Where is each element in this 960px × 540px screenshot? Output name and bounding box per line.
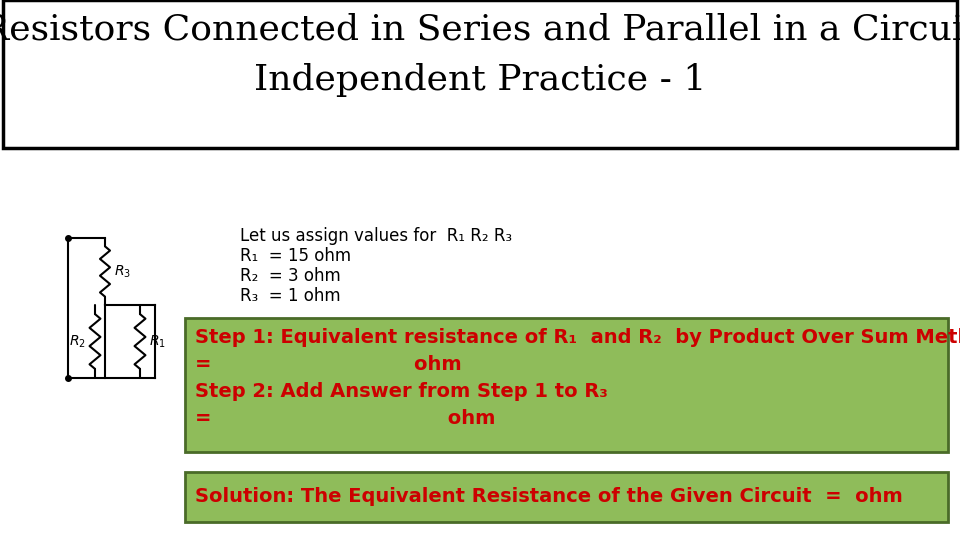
Text: R₁  = 15 ohm: R₁ = 15 ohm [240,247,351,265]
Text: R₂  = 3 ohm: R₂ = 3 ohm [240,267,341,285]
Bar [185,318,948,452]
Text: Let us assign values for  R₁ R₂ R₃: Let us assign values for R₁ R₂ R₃ [240,227,512,245]
Text: =                                   ohm: = ohm [195,409,495,428]
Text: $R_2$: $R_2$ [69,333,86,350]
Text: =                              ohm: = ohm [195,355,462,374]
Text: Resistors Connected in Series and Parallel in a Circuit: Resistors Connected in Series and Parall… [0,13,960,47]
Text: $R_1$: $R_1$ [149,333,166,350]
Text: $R_3$: $R_3$ [114,264,131,280]
Text: Step 1: Equivalent resistance of R₁  and R₂  by Product Over Sum Method:: Step 1: Equivalent resistance of R₁ and … [195,328,960,347]
Text: Solution: The Equivalent Resistance of the Given Circuit  =  ohm: Solution: The Equivalent Resistance of t… [195,488,902,507]
Text: Step 2: Add Answer from Step 1 to R₃: Step 2: Add Answer from Step 1 to R₃ [195,382,608,401]
Bar [185,472,948,522]
Text: Independent Practice - 1: Independent Practice - 1 [253,63,707,97]
Text: R₃  = 1 ohm: R₃ = 1 ohm [240,287,341,305]
Bar [3,0,957,148]
